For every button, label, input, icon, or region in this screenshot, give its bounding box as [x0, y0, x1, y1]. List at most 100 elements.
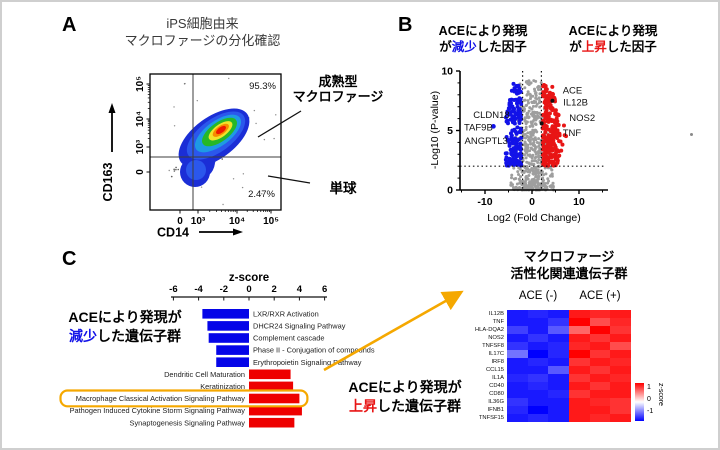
- scatter-point: [527, 173, 531, 177]
- heatmap-cell: [610, 350, 631, 358]
- scatter-point: [524, 183, 528, 187]
- heatmap-cell: [610, 398, 631, 406]
- scatter-point: [531, 94, 535, 98]
- heatmap-cell: [568, 358, 590, 366]
- bar-negative: [216, 357, 249, 367]
- heatmap-col-header-ace-pos: ACE (+): [579, 290, 621, 302]
- scatter-point: [546, 177, 550, 181]
- heatmap-cell: [548, 382, 569, 390]
- panel-b-label: B: [398, 14, 413, 36]
- scatter-point: [511, 81, 516, 86]
- heatmap-cell: [507, 382, 528, 390]
- scatter-point: [526, 143, 530, 147]
- scatter-point: [512, 177, 516, 181]
- scatter-point: [533, 183, 537, 187]
- heatmap-cell: [507, 414, 528, 422]
- scatter-point: [527, 186, 531, 190]
- scatter-point: [253, 109, 256, 112]
- heatmap-row-label: TNFSF8: [482, 343, 504, 349]
- scatter-point: [177, 168, 180, 171]
- down-word: 減少: [451, 40, 477, 54]
- flow-axis-ticks: 0 10³ 10⁴ 10⁵ 0 10³ 10⁴ 10⁵: [135, 76, 279, 227]
- bar-negative: [216, 345, 249, 355]
- gene-label: IL12B: [563, 97, 588, 108]
- heatmap-row-label: IL12B: [488, 311, 504, 317]
- heatmap-grid: [507, 310, 631, 422]
- heatmap-cell: [527, 390, 549, 398]
- scatter-point: [562, 133, 567, 138]
- scatter-point: [532, 162, 536, 166]
- scatter-point: [546, 114, 551, 119]
- heatmap-cell: [568, 326, 590, 334]
- x-tick-label: 0: [529, 196, 535, 208]
- scatter-point: [526, 99, 530, 103]
- scatter-point: [534, 122, 538, 126]
- scatter-point: [523, 86, 527, 90]
- scatter-point: [553, 132, 558, 137]
- zscore-axis-ticks: -6 -4 -2 0 2 4 6: [169, 284, 327, 301]
- heatmap-cell: [610, 358, 631, 366]
- scatter-point: [529, 133, 533, 137]
- scatter-point: [537, 175, 541, 179]
- colorbar-tick-max: 1: [647, 384, 651, 391]
- heatmap-cell: [527, 382, 549, 390]
- scatter-point: [545, 135, 550, 140]
- y-tick-label: 0: [447, 185, 453, 197]
- scatter-point: [511, 183, 515, 187]
- scatter-point: [532, 131, 536, 135]
- heatmap-cell: [610, 342, 631, 350]
- scatter-point: [530, 166, 534, 170]
- scatter-point: [543, 105, 548, 110]
- scatter-point: [196, 99, 198, 102]
- scatter-point: [559, 148, 564, 153]
- heatmap-cell: [589, 326, 611, 334]
- scatter-point: [531, 133, 535, 137]
- x-tick-label: -6: [169, 284, 177, 295]
- heatmap-cell: [589, 374, 611, 382]
- heatmap-cell: [527, 414, 549, 422]
- scatter-point: [550, 105, 555, 110]
- scatter-point: [532, 99, 536, 103]
- heatmap-row-labels: IL12B TNF HLA-DQA2 NOS2 TNFSF8 IL17C IRF8 CCL15…: [442, 310, 504, 422]
- scatter-point: [517, 107, 522, 112]
- scatter-point: [535, 97, 539, 101]
- scatter-point: [528, 93, 532, 97]
- heatmap-cell: [568, 334, 590, 342]
- scatter-point: [546, 147, 551, 152]
- heatmap-cell: [527, 374, 549, 382]
- scatter-point: [518, 178, 522, 182]
- bar-negative: [208, 333, 249, 343]
- colorbar-tick-mid: 0: [647, 396, 651, 403]
- scatter-point: [538, 105, 542, 109]
- cd14-axis-label: CD14: [157, 226, 189, 240]
- scatter-point: [173, 168, 175, 171]
- volcano-up-title: ACEにより発現 が上昇した因子: [548, 23, 678, 55]
- scatter-point: [515, 182, 519, 186]
- scatter-point: [530, 107, 534, 111]
- volcano-down-title: ACEにより発現 が減少した因子: [424, 23, 542, 55]
- bar-label: Synaptogenesis Signaling Pathway: [130, 418, 246, 427]
- gene-label: TAF9B: [464, 122, 493, 133]
- scatter-point: [534, 92, 538, 96]
- scatter-point: [542, 139, 547, 144]
- heatmap-cell: [589, 398, 611, 406]
- bar-label: LXR/RXR Activation: [253, 309, 319, 318]
- heatmap-cell: [548, 398, 569, 406]
- scatter-point: [531, 110, 535, 114]
- heatmap-cell: [610, 414, 631, 422]
- scatter-point: [512, 97, 517, 102]
- scatter-point: [524, 80, 528, 84]
- volcano-ticks: -10 0 10 0 5 10: [441, 66, 603, 208]
- gene-label: TNF: [563, 128, 582, 139]
- scatter-point: [537, 158, 541, 162]
- heatmap-cell: [610, 334, 631, 342]
- pct-upper-right: 95.3%: [249, 81, 276, 92]
- heatmap-cell: [589, 334, 611, 342]
- panel-a-title-line2: マクロファージの分化確認: [124, 33, 281, 48]
- heatmap-cell: [507, 406, 528, 414]
- scatter-point: [241, 186, 244, 189]
- zscore-chart-title: z-score: [229, 272, 269, 284]
- annotation-line-monocyte: [267, 175, 311, 184]
- heatmap-cell: [610, 318, 631, 326]
